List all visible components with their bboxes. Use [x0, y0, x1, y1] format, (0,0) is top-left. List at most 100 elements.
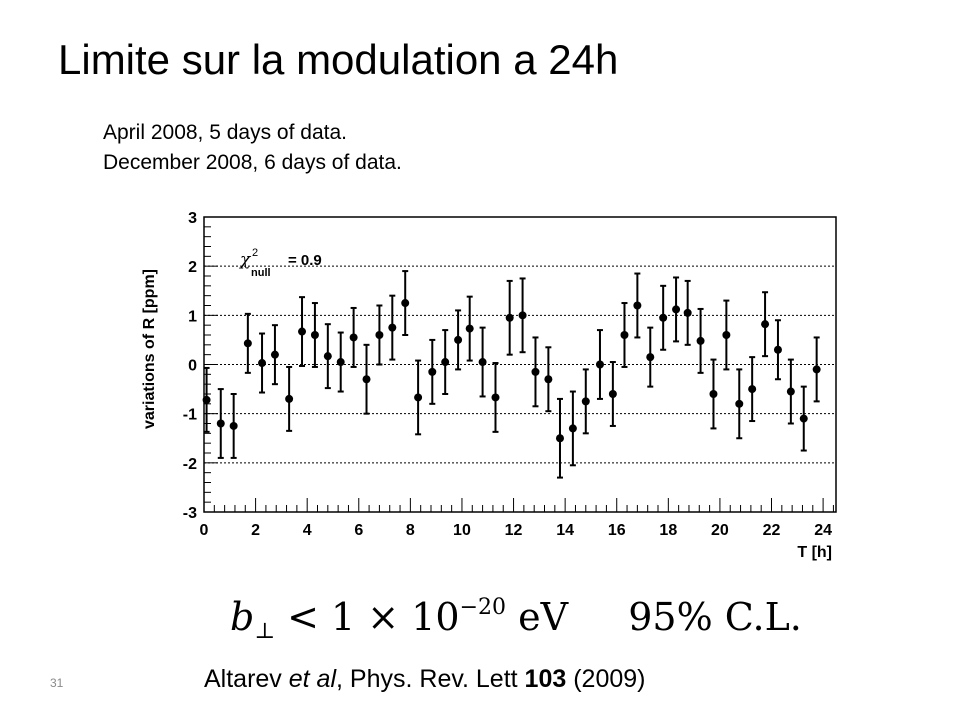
data-point — [595, 329, 604, 400]
point-marker — [285, 394, 294, 403]
point-marker — [672, 305, 681, 314]
data-point — [491, 362, 500, 433]
x-tick-label: 14 — [556, 522, 574, 539]
point-marker — [505, 313, 514, 322]
x-tick-label: 16 — [608, 522, 626, 539]
y-tick-label: 3 — [188, 210, 197, 227]
x-axis-label: T [h] — [797, 544, 832, 561]
point-marker — [401, 299, 410, 308]
data-point — [505, 279, 514, 356]
x-tick-label: 20 — [711, 522, 729, 539]
formula-variable: b — [230, 595, 255, 639]
point-marker — [388, 323, 397, 332]
citation-etal: et al — [288, 665, 337, 693]
data-point — [518, 277, 527, 354]
chi-value: = 0.9 — [288, 252, 322, 269]
y-tick-label: 1 — [188, 308, 197, 325]
point-marker — [646, 353, 655, 362]
point-marker — [581, 397, 590, 406]
point-marker — [216, 419, 225, 428]
data-point — [229, 393, 238, 459]
data-points — [202, 270, 821, 479]
slide-number: 31 — [50, 676, 64, 690]
data-point — [285, 365, 294, 432]
chi-symbol: χ — [239, 250, 252, 270]
data-point — [735, 368, 744, 440]
data-point — [465, 295, 474, 362]
formula-subscript: ⊥ — [254, 619, 276, 644]
data-description: April 2008, 5 days of data. December 200… — [103, 118, 402, 178]
x-tick-label: 12 — [505, 522, 523, 539]
citation: Altarev et al, Phys. Rev. Lett 103 (2009… — [204, 663, 645, 695]
data-point — [216, 388, 225, 459]
formula-confidence: 95% C.L. — [628, 595, 802, 639]
data-point — [441, 329, 450, 395]
data-point — [243, 312, 252, 374]
point-marker — [633, 301, 642, 310]
data-point — [336, 331, 345, 393]
data-point — [659, 284, 668, 351]
formula-relation: < 1 × 10 — [287, 595, 460, 639]
point-marker — [454, 335, 463, 344]
data-point — [454, 309, 463, 371]
data-point — [298, 296, 307, 367]
citation-journal: , Phys. Rev. Lett — [336, 665, 525, 693]
data-point — [414, 359, 423, 436]
point-marker — [786, 387, 795, 396]
data-point — [568, 390, 577, 467]
data-point — [349, 306, 358, 368]
data-point — [428, 338, 437, 405]
data-point — [620, 302, 629, 368]
point-marker — [428, 367, 437, 376]
data-point — [544, 346, 553, 413]
data-point — [310, 302, 319, 368]
x-tick-label: 4 — [303, 522, 312, 539]
data-point — [812, 336, 821, 403]
data-point — [709, 358, 718, 430]
point-marker — [812, 365, 821, 374]
data-point — [799, 385, 808, 452]
point-marker — [735, 399, 744, 408]
data-point — [478, 326, 487, 398]
formula-exponent: −20 — [459, 595, 507, 620]
point-marker — [478, 358, 487, 367]
formula-unit: eV — [518, 595, 569, 639]
point-marker — [336, 358, 345, 367]
x-tick-label: 10 — [453, 522, 471, 539]
point-marker — [659, 313, 668, 322]
point-marker — [465, 324, 474, 333]
chi-subscript: null — [251, 267, 271, 279]
point-marker — [270, 350, 279, 359]
x-tick-label: 8 — [406, 522, 415, 539]
point-marker — [683, 308, 692, 317]
y-tick-label: -2 — [183, 456, 197, 473]
point-marker — [555, 434, 564, 443]
slide-title: Limite sur la modulation a 24h — [58, 36, 619, 83]
y-tick-label: -1 — [183, 407, 197, 424]
data-point — [388, 294, 397, 361]
point-marker — [243, 339, 252, 348]
y-tick-label: 0 — [188, 358, 197, 375]
point-marker — [258, 359, 267, 368]
data-point — [773, 319, 782, 381]
point-marker — [531, 367, 540, 376]
point-marker — [362, 375, 371, 384]
point-marker — [544, 375, 553, 384]
point-marker — [799, 414, 808, 423]
point-marker — [298, 327, 307, 336]
point-marker — [709, 390, 718, 398]
point-marker — [568, 424, 577, 433]
point-marker — [414, 393, 423, 402]
point-marker — [441, 358, 450, 367]
point-marker — [761, 320, 770, 329]
data-point — [633, 272, 642, 339]
point-marker — [620, 331, 629, 339]
data-point — [270, 324, 279, 386]
x-tick-label: 6 — [354, 522, 363, 539]
citation-volume: 103 — [524, 665, 567, 693]
data-point — [401, 270, 410, 336]
point-marker — [773, 345, 782, 354]
x-tick-label: 18 — [659, 522, 677, 539]
